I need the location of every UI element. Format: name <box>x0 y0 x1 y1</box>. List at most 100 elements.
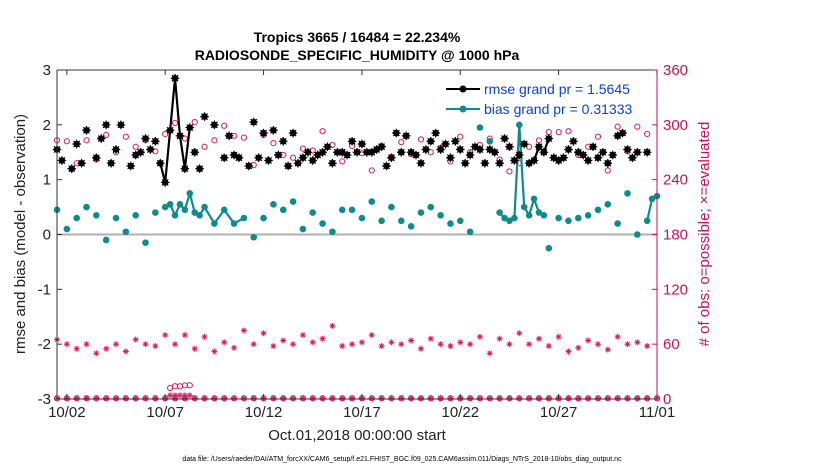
bias-point <box>530 195 538 203</box>
evaluated-count-marker <box>260 330 267 337</box>
rmse-point-ray <box>499 159 504 164</box>
evaluated-count-marker <box>585 337 592 344</box>
rmse-point <box>278 136 288 146</box>
bias-point <box>584 212 592 219</box>
rmse-point-ray <box>612 151 617 156</box>
evaluated-count-marker <box>181 332 188 339</box>
rmse-point <box>451 136 460 146</box>
rmse-point-ray <box>361 140 366 145</box>
rmse-point <box>131 150 140 160</box>
rmse-point <box>633 147 642 157</box>
rmse-point-ray <box>454 137 459 142</box>
evaluated-count-marker <box>575 344 582 351</box>
star-stroke <box>418 395 424 401</box>
evaluated-count-marker-zero <box>417 395 424 402</box>
star-stroke <box>103 346 109 352</box>
rmse-point <box>446 153 455 163</box>
evaluated-count-marker <box>93 350 100 357</box>
evaluated-count-marker-zero <box>634 395 641 402</box>
star-stroke <box>605 395 611 401</box>
bias-point <box>648 195 656 203</box>
rmse-point <box>455 145 465 154</box>
evaluated-count-marker <box>378 342 385 349</box>
rmse-point <box>603 158 613 168</box>
evaluated-count-marker <box>565 348 572 355</box>
legend-box <box>440 76 650 121</box>
rmse-point-ray <box>509 143 513 148</box>
evaluated-count-marker <box>132 336 139 343</box>
evaluated-count-marker <box>398 341 405 348</box>
rmse-point <box>583 156 593 165</box>
rmse-point <box>514 150 524 160</box>
rmse-point <box>283 161 293 171</box>
bias-point <box>604 201 612 208</box>
star-stroke <box>595 395 601 401</box>
bias-point <box>191 209 199 216</box>
evaluated-count-marker-zero <box>585 395 592 402</box>
rmse-point <box>111 145 121 154</box>
legend-rmse-marker <box>459 85 467 93</box>
rmse-point <box>303 147 313 157</box>
rmse-point-ray <box>95 154 100 159</box>
evaluated-count-marker-zero <box>516 395 523 402</box>
rmse-point-ray <box>86 126 90 131</box>
rmse-point <box>539 147 549 157</box>
star-stroke <box>369 332 375 338</box>
rmse-point-ray <box>287 162 292 167</box>
rmse-point <box>578 150 588 160</box>
evaluated-count-marker <box>113 341 120 348</box>
rmse-point-ray <box>430 137 435 142</box>
rmse-point <box>288 128 298 138</box>
rmse-point <box>244 161 254 171</box>
star-stroke <box>221 395 227 401</box>
star-stroke <box>575 345 581 351</box>
evaluated-count-marker-zero <box>319 395 326 402</box>
evaluated-count-marker-zero <box>250 395 257 402</box>
rmse-point-ray <box>194 148 199 153</box>
rmse-point <box>357 139 367 149</box>
rmse-point <box>613 131 622 141</box>
x-axis-ticks: 10/02 10/07 10/12 10/17 10/22 10/27 11/01 <box>48 70 675 421</box>
rmse-point-ray <box>445 140 449 145</box>
evaluated-count-marker-zero <box>349 395 356 402</box>
y-axis-ticks: -3 -2 -1 0 1 2 3 <box>38 62 62 408</box>
rmse-point <box>82 126 91 135</box>
evaluated-count-marker <box>142 341 149 348</box>
possible-count-marker <box>162 130 169 138</box>
legend: rmse grand pr = 1.5645 bias grand pr = 0… <box>440 76 650 121</box>
star-stroke <box>162 332 168 338</box>
bias-point <box>319 220 326 227</box>
rmse-point <box>564 145 573 154</box>
bias-point <box>176 201 184 208</box>
rmse-point-ray <box>420 159 425 164</box>
rmse-point <box>298 153 308 163</box>
rmse-point <box>426 136 436 146</box>
rmse-point-ray <box>381 143 386 148</box>
rmse-point-ray <box>469 151 474 156</box>
star-stroke <box>300 332 306 338</box>
possible-count-marker <box>83 137 90 144</box>
rmse-point <box>574 147 583 157</box>
star-stroke <box>398 395 404 401</box>
evaluated-count-marker <box>506 341 513 348</box>
evaluated-count-marker-zero <box>545 395 552 402</box>
star-stroke <box>339 343 345 349</box>
rmse-point-ray <box>238 154 243 159</box>
evaluated-count-marker-zero <box>142 395 149 402</box>
evaluated-count-marker-zero <box>73 395 80 402</box>
y-tick-label: -2 <box>38 336 51 353</box>
evaluated-count-marker <box>240 327 247 334</box>
bias-point <box>378 217 385 225</box>
rmse-point <box>126 161 136 171</box>
bias-point <box>186 190 194 197</box>
rmse-point <box>569 136 578 146</box>
bias-point <box>447 220 454 227</box>
evaluated-count-marker-zero <box>93 395 100 402</box>
rmse-point-ray <box>386 162 390 167</box>
bias-point <box>171 212 179 219</box>
bias-point <box>486 137 494 145</box>
possible-count-marker <box>594 133 602 140</box>
bias-point <box>230 220 238 227</box>
bias-point <box>309 209 317 216</box>
rmse-point <box>549 153 559 163</box>
